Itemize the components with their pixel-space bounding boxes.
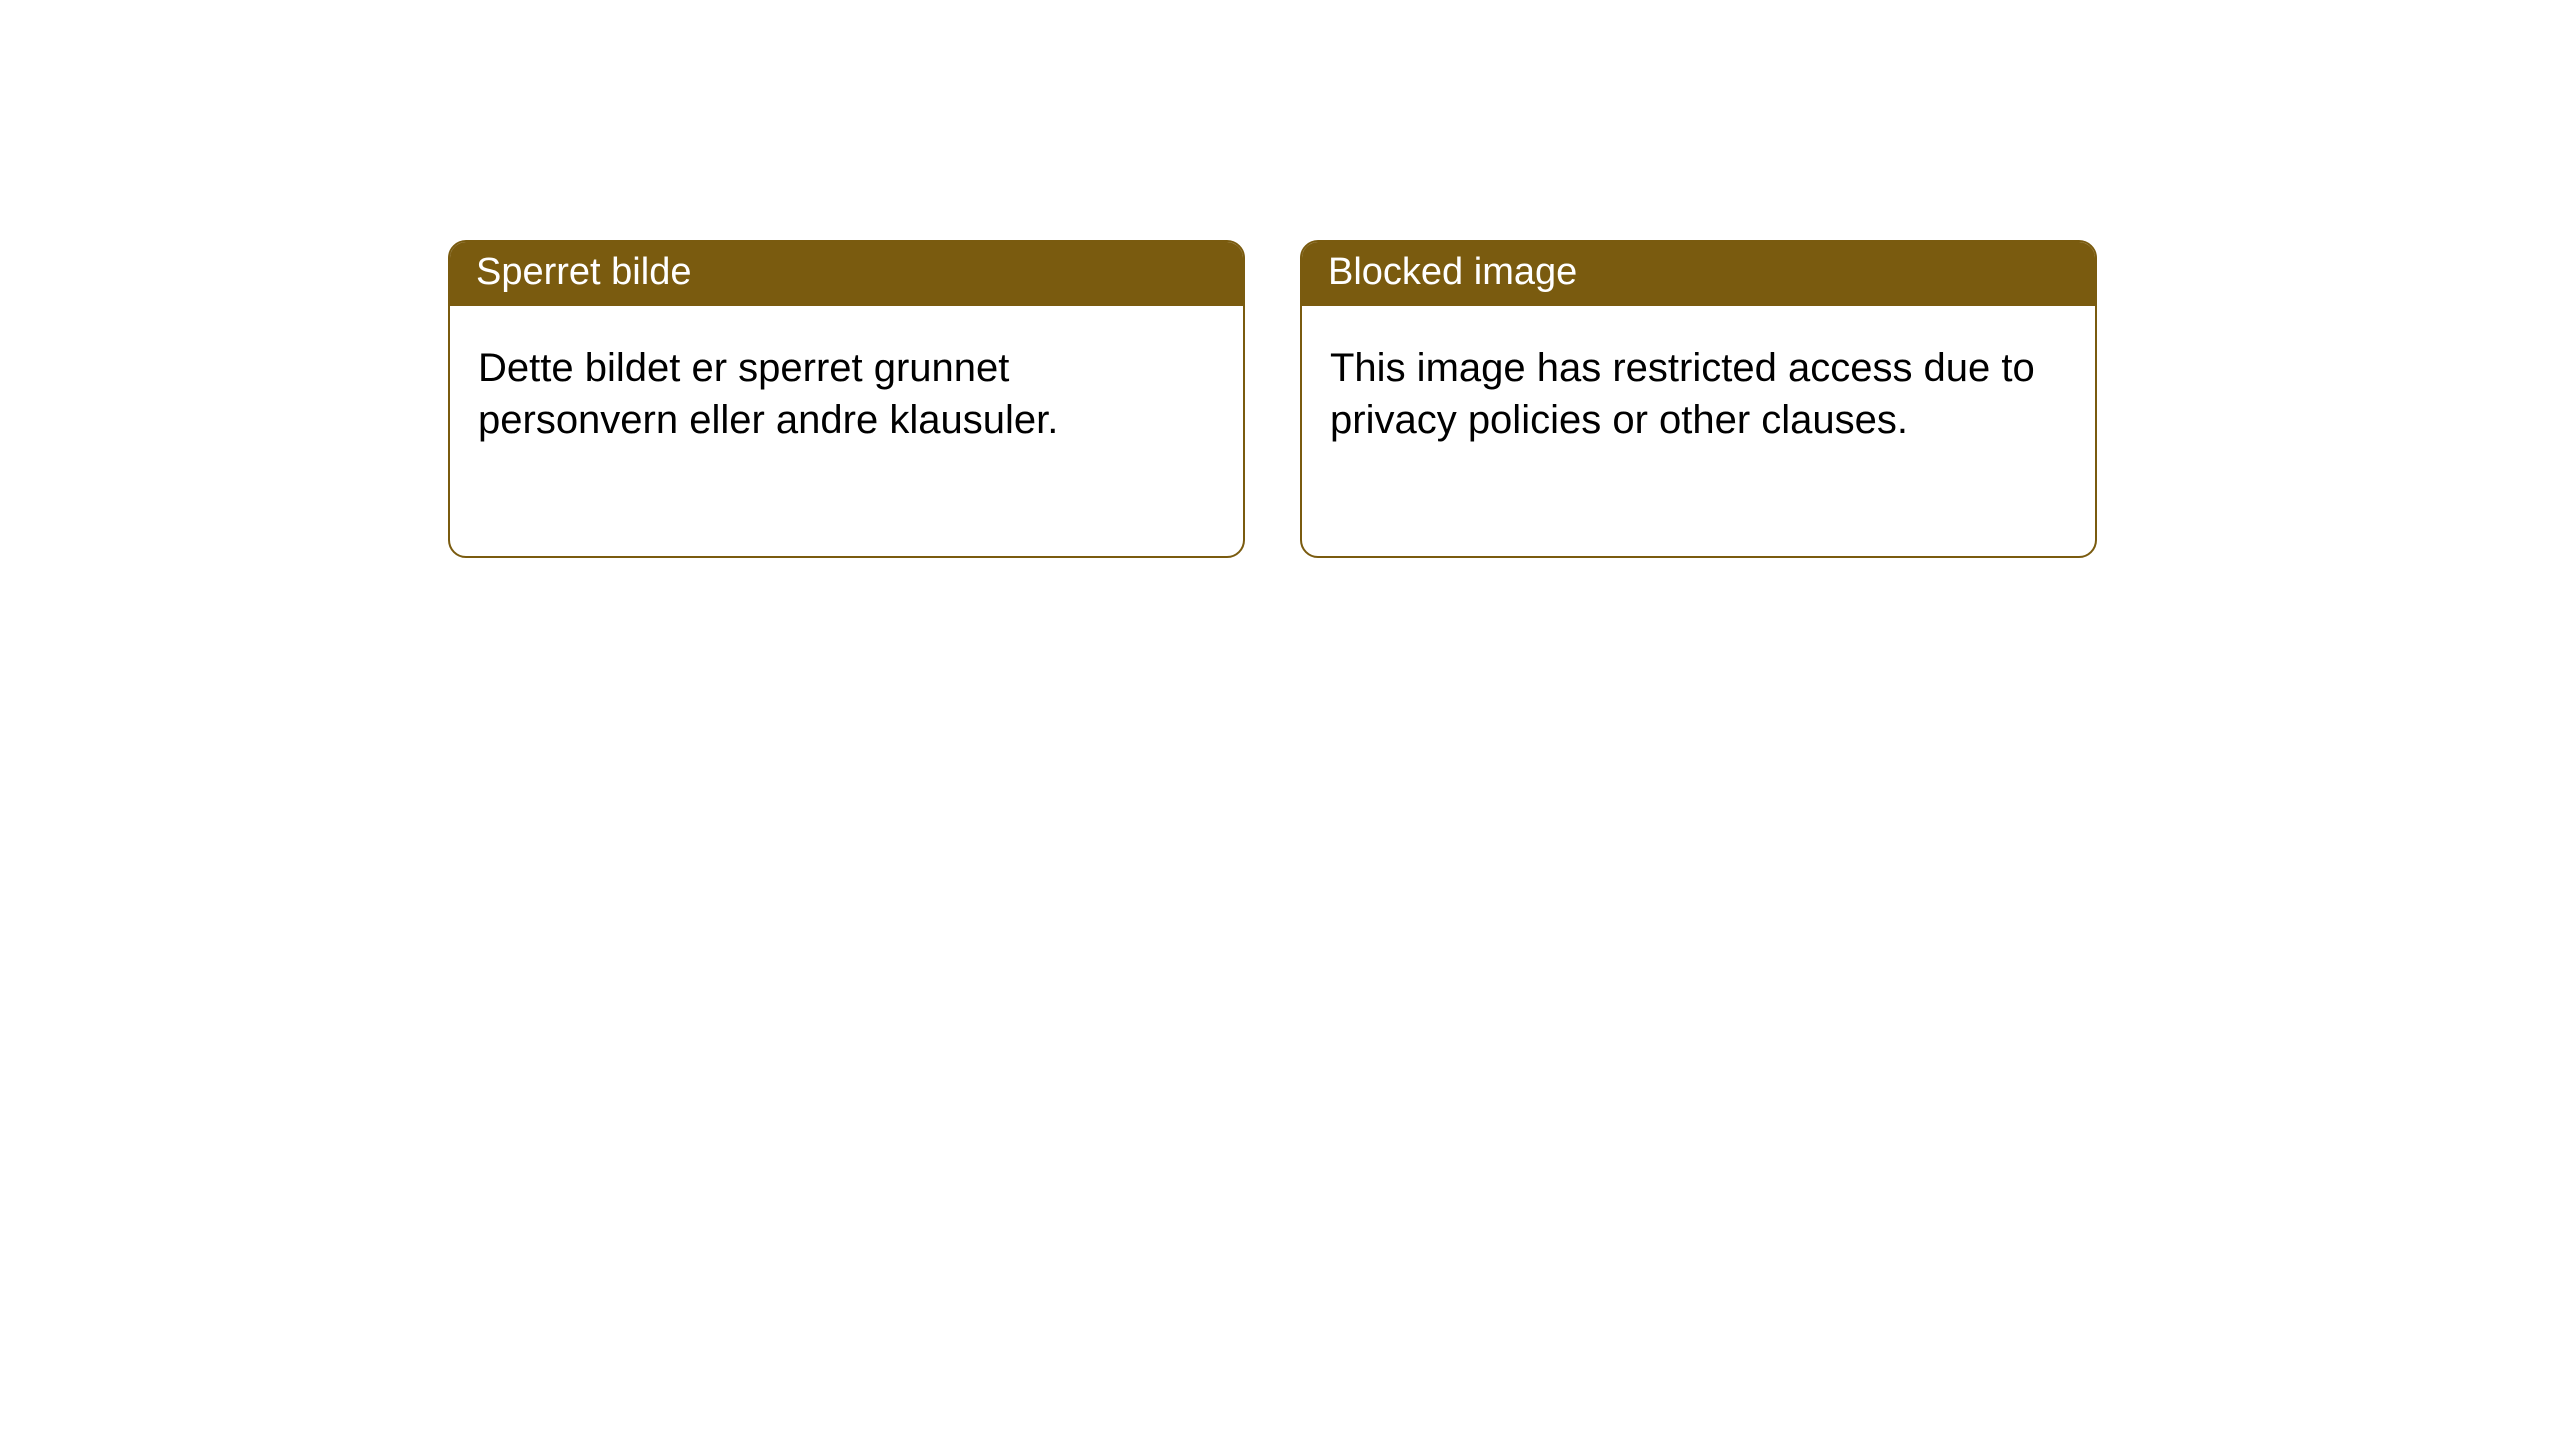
notice-container: Sperret bilde Dette bildet er sperret gr…: [0, 0, 2560, 558]
notice-card-norwegian: Sperret bilde Dette bildet er sperret gr…: [448, 240, 1245, 558]
notice-card-english: Blocked image This image has restricted …: [1300, 240, 2097, 558]
notice-title-english: Blocked image: [1302, 242, 2095, 306]
notice-title-norwegian: Sperret bilde: [450, 242, 1243, 306]
notice-body-english: This image has restricted access due to …: [1302, 306, 2095, 556]
notice-body-norwegian: Dette bildet er sperret grunnet personve…: [450, 306, 1243, 556]
